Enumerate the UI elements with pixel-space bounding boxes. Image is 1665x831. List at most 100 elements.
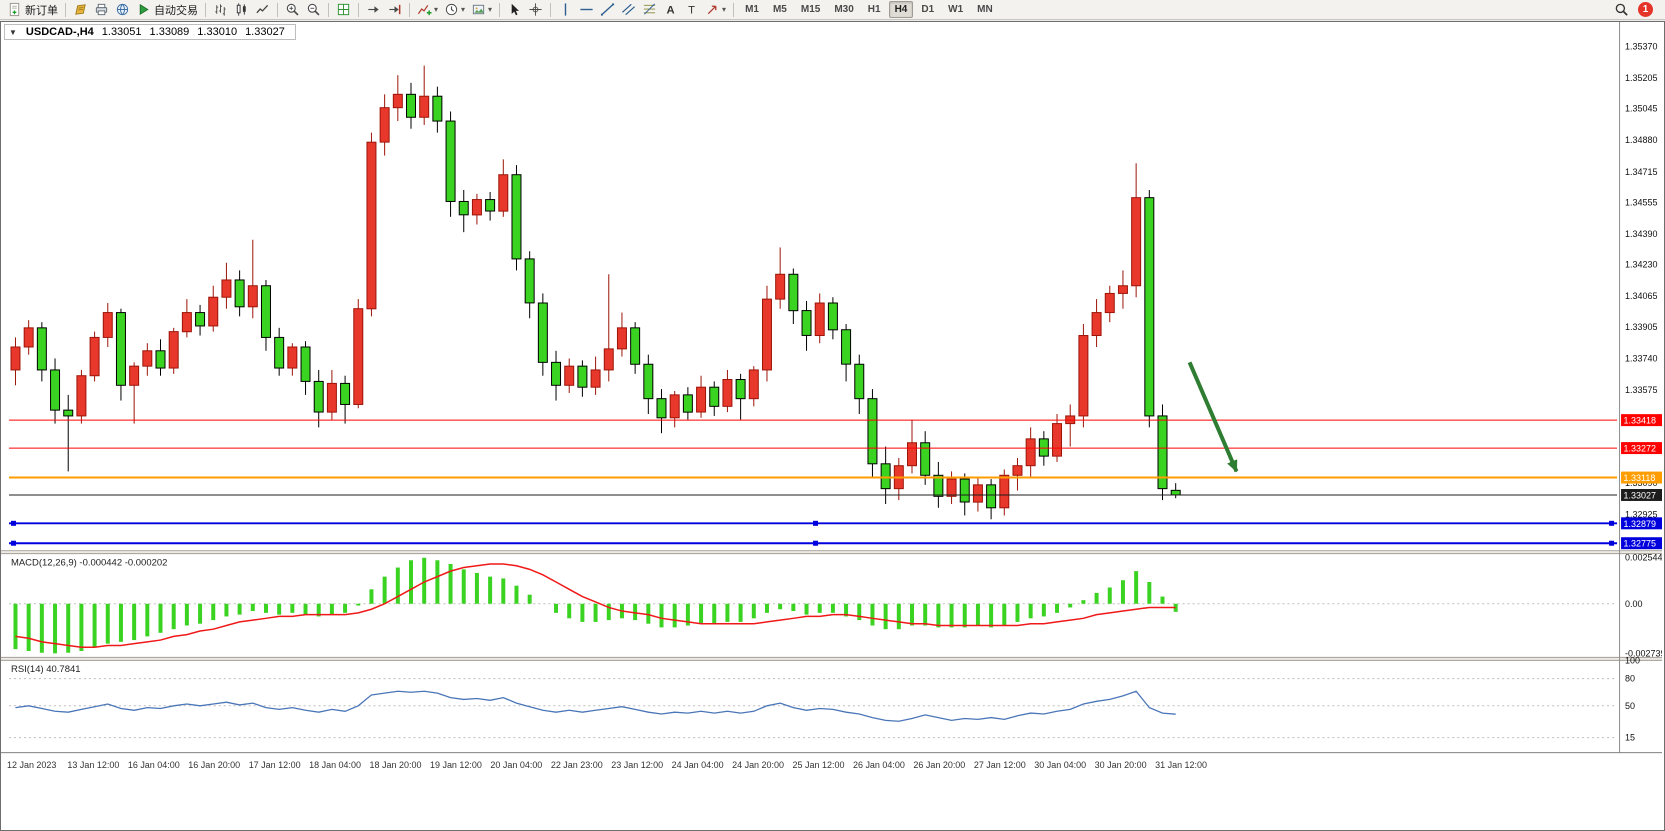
zoom-in-icon [286, 3, 299, 16]
line-handle[interactable] [10, 520, 16, 526]
timeframe-h1-button[interactable]: H1 [867, 4, 881, 15]
zoom-in-button[interactable] [282, 1, 303, 19]
candle-body [524, 258, 535, 304]
templates-button[interactable]: ▾ [468, 1, 495, 19]
candle-body [1012, 465, 1023, 476]
vertical-line-tool-icon [564, 3, 567, 16]
tile-windows-button[interactable] [333, 1, 354, 19]
cursor-tool-button[interactable] [504, 1, 525, 19]
candle-body [274, 336, 285, 369]
timeframe-h4-button[interactable]: H4 [888, 1, 914, 18]
candle-body [748, 369, 759, 400]
line-chart-mode-button[interactable] [252, 1, 273, 19]
candle-body [551, 361, 562, 386]
auto-scroll-button[interactable] [363, 1, 384, 19]
time-axis-label: 24 Jan 04:00 [672, 760, 724, 770]
candle-body [1131, 197, 1142, 287]
chart-window: ▼ USDCAD-,H4 1.33051 1.33089 1.33010 1.3… [0, 21, 1665, 831]
rsi-scale-label: 50 [1625, 701, 1635, 711]
candle-body [445, 120, 456, 202]
candle-body [801, 310, 812, 336]
rsi-scale-label: 15 [1625, 733, 1635, 743]
horizontal-line-tool-button[interactable] [576, 1, 597, 19]
search-button[interactable] [1611, 1, 1632, 19]
chart-shift-button[interactable] [384, 1, 405, 19]
label-tool-button[interactable]: T [681, 1, 702, 19]
dropdown-caret-icon[interactable]: ▾ [488, 5, 493, 14]
arrows-tool-button[interactable]: ▾ [702, 1, 729, 19]
zoom-out-button[interactable] [303, 1, 324, 19]
time-axis-label: 16 Jan 04:00 [128, 760, 180, 770]
channel-tool-icon [622, 3, 636, 16]
fibonacci-tool-icon [643, 3, 656, 15]
crosshair-tool-button[interactable] [525, 1, 546, 19]
candle-body [682, 394, 693, 413]
timeframe-m1-button[interactable]: M1 [745, 4, 759, 15]
down-arrow-annotation[interactable] [1187, 361, 1239, 473]
vertical-line-tool-button[interactable] [555, 1, 576, 19]
candle-body [471, 199, 482, 216]
label-tool-icon: T [688, 5, 695, 17]
candle-body [498, 174, 509, 212]
auto-trading-button[interactable]: 自动交易 [133, 1, 201, 19]
dropdown-caret-icon[interactable]: ▾ [722, 5, 727, 14]
candle-body [195, 312, 206, 327]
panel-splitter[interactable] [1, 550, 1662, 554]
line-handle[interactable] [813, 540, 819, 546]
trendline-tool-button[interactable] [597, 1, 618, 19]
time-axis-label: 13 Jan 12:00 [67, 760, 119, 770]
macd-label: MACD(12,26,9) -0.000442 -0.000202 [11, 558, 167, 569]
timeframe-m15-button[interactable]: M15 [800, 4, 821, 15]
line-handle[interactable] [10, 540, 16, 546]
chart-canvas[interactable]: MACD(12,26,9) -0.000442 -0.000202 0.00254… [1, 22, 1662, 828]
candle-body [168, 331, 179, 369]
candle-body [946, 478, 957, 497]
market-watch-button[interactable] [70, 1, 91, 19]
price-badge-label: 1.32775 [1624, 539, 1656, 549]
toolbar-separator [277, 2, 278, 17]
dropdown-caret-icon[interactable]: ▾ [461, 5, 466, 14]
price-badge-label: 1.33027 [1624, 490, 1656, 500]
mql5-community-icon [116, 3, 129, 16]
timeframe-w1-button[interactable]: W1 [948, 4, 964, 15]
print-icon [95, 3, 108, 16]
timeframe-m5-button[interactable]: M5 [772, 4, 787, 15]
candle-body [867, 398, 878, 465]
candle-body [287, 346, 298, 369]
new-order-button[interactable]: 新订单 [4, 1, 61, 19]
text-tool-button[interactable]: A [660, 1, 681, 19]
timeframe-d1-button[interactable]: D1 [921, 4, 935, 15]
candle-body [458, 200, 469, 216]
line-handle[interactable] [1609, 520, 1615, 526]
notification-badge[interactable]: 1 [1638, 2, 1653, 17]
line-handle[interactable] [1609, 540, 1615, 546]
rsi-line [15, 690, 1176, 722]
fibonacci-tool-button[interactable] [639, 1, 660, 19]
time-axis-label: 26 Jan 04:00 [853, 760, 905, 770]
candlestick-mode-button[interactable] [231, 1, 252, 19]
ohlc-low: 1.33010 [197, 26, 238, 38]
dropdown-caret-icon[interactable]: ▾ [434, 5, 439, 14]
search-icon [1615, 3, 1628, 16]
candle-body [630, 327, 641, 365]
timeframe-mn-button[interactable]: MN [977, 4, 993, 15]
indicators-list-button[interactable]: ▾ [414, 1, 441, 19]
channel-tool-button[interactable] [618, 1, 639, 19]
print-button[interactable] [91, 1, 112, 19]
line-handle[interactable] [813, 520, 819, 526]
mql5-community-button[interactable] [112, 1, 133, 19]
one-click-trading-toggle[interactable]: ▼ [9, 27, 17, 37]
bar-chart-mode-button[interactable] [210, 1, 231, 19]
toolbar-separator [409, 2, 410, 17]
candlestick-mode-icon [236, 3, 246, 16]
candle-body [972, 484, 983, 503]
price-badge-label: 1.33272 [1624, 444, 1656, 454]
candle-body [1144, 197, 1155, 417]
zoom-out-icon [307, 3, 320, 16]
auto-trading-icon [139, 3, 149, 16]
time-axis-label: 18 Jan 04:00 [309, 760, 361, 770]
panel-splitter[interactable] [1, 657, 1662, 661]
timeframe-m30-button[interactable]: M30 [834, 4, 854, 15]
candle-body [115, 312, 126, 386]
periods-button[interactable]: ▾ [441, 1, 468, 19]
